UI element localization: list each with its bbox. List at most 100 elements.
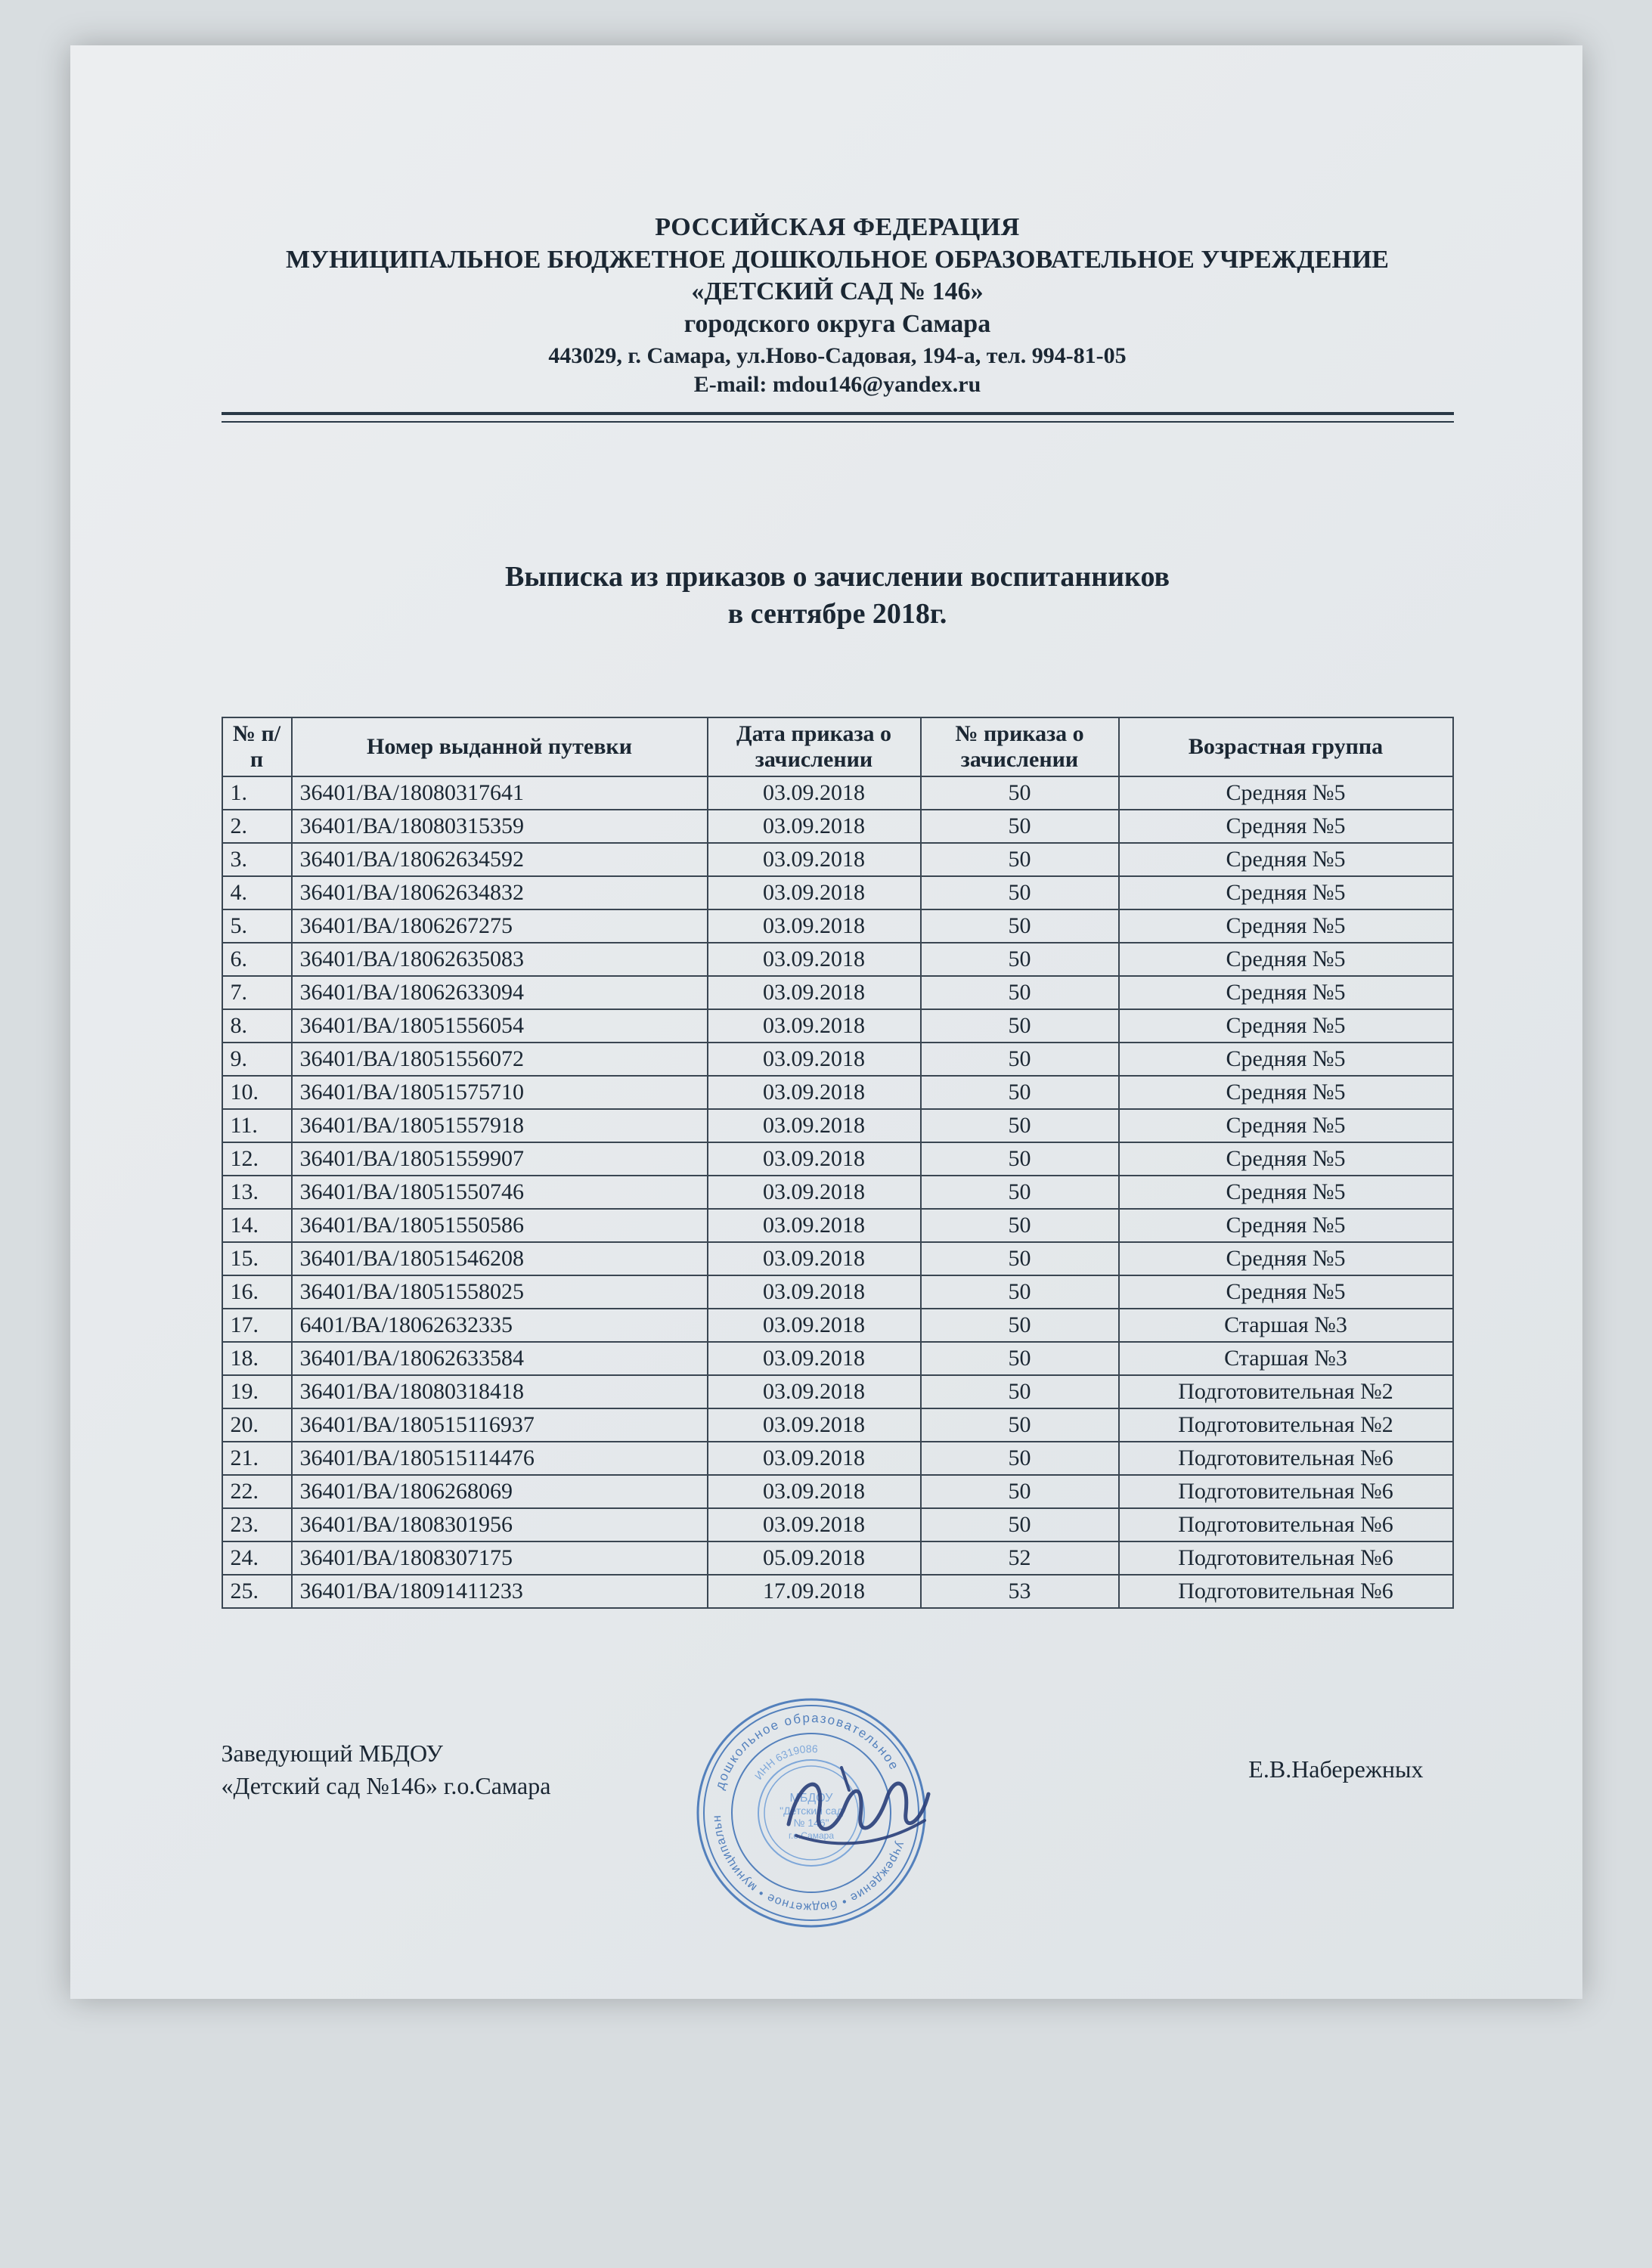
enrollment-table: № п/п Номер выданной путевки Дата приказ… <box>222 717 1454 1609</box>
cell-order: 50 <box>921 909 1119 943</box>
cell-idx: 24. <box>222 1541 292 1575</box>
cell-idx: 1. <box>222 776 292 810</box>
cell-idx: 9. <box>222 1043 292 1076</box>
title-line: в сентябре 2018г. <box>222 596 1454 633</box>
cell-number: 36401/ВА/18062635083 <box>292 943 708 976</box>
cell-date: 03.09.2018 <box>708 1508 921 1541</box>
cell-group: Средняя №5 <box>1119 1009 1453 1043</box>
cell-order: 50 <box>921 1442 1119 1475</box>
cell-date: 03.09.2018 <box>708 1309 921 1342</box>
cell-order: 50 <box>921 1043 1119 1076</box>
cell-order: 50 <box>921 1275 1119 1309</box>
cell-date: 03.09.2018 <box>708 776 921 810</box>
cell-date: 03.09.2018 <box>708 909 921 943</box>
cell-group: Средняя №5 <box>1119 1209 1453 1242</box>
cell-order: 50 <box>921 1142 1119 1176</box>
cell-idx: 23. <box>222 1508 292 1541</box>
cell-number: 36401/ВА/18062633094 <box>292 976 708 1009</box>
cell-group: Подготовительная №6 <box>1119 1541 1453 1575</box>
title-line: Выписка из приказов о зачислении воспита… <box>222 559 1454 596</box>
cell-idx: 19. <box>222 1375 292 1408</box>
cell-number: 36401/ВА/18080315359 <box>292 810 708 843</box>
cell-group: Старшая №3 <box>1119 1309 1453 1342</box>
cell-date: 03.09.2018 <box>708 1009 921 1043</box>
cell-group: Старшая №3 <box>1119 1342 1453 1375</box>
table-row: 15.36401/ВА/1805154620803.09.201850Средн… <box>222 1242 1453 1275</box>
cell-idx: 16. <box>222 1275 292 1309</box>
table-row: 2.36401/ВА/1808031535903.09.201850Средня… <box>222 810 1453 843</box>
signer-name: Е.В.Набережных <box>1248 1755 1453 1783</box>
table-row: 17.6401/ВА/1806263233503.09.201850Старша… <box>222 1309 1453 1342</box>
cell-order: 50 <box>921 1076 1119 1109</box>
cell-number: 36401/ВА/180515114476 <box>292 1442 708 1475</box>
cell-idx: 4. <box>222 876 292 909</box>
cell-date: 03.09.2018 <box>708 843 921 876</box>
cell-idx: 13. <box>222 1176 292 1209</box>
document-title: Выписка из приказов о зачислении воспита… <box>222 559 1454 634</box>
cell-order: 50 <box>921 1508 1119 1541</box>
cell-number: 36401/ВА/18051575710 <box>292 1076 708 1109</box>
cell-idx: 20. <box>222 1408 292 1442</box>
cell-idx: 8. <box>222 1009 292 1043</box>
table-row: 20.36401/ВА/18051511693703.09.201850Подг… <box>222 1408 1453 1442</box>
cell-idx: 25. <box>222 1575 292 1608</box>
cell-number: 36401/ВА/18051550746 <box>292 1176 708 1209</box>
cell-number: 36401/ВА/18051550586 <box>292 1209 708 1242</box>
cell-idx: 10. <box>222 1076 292 1109</box>
cell-idx: 3. <box>222 843 292 876</box>
letterhead-address: 443029, г. Самара, ул.Ново-Садовая, 194-… <box>222 342 1454 370</box>
cell-group: Подготовительная №6 <box>1119 1508 1453 1541</box>
cell-order: 52 <box>921 1541 1119 1575</box>
cell-number: 36401/ВА/18051546208 <box>292 1242 708 1275</box>
letterhead-line: МУНИЦИПАЛЬНОЕ БЮДЖЕТНОЕ ДОШКОЛЬНОЕ ОБРАЗ… <box>222 244 1454 277</box>
cell-group: Средняя №5 <box>1119 810 1453 843</box>
table-row: 24.36401/ВА/180830717505.09.201852Подгот… <box>222 1541 1453 1575</box>
cell-number: 36401/ВА/18091411233 <box>292 1575 708 1608</box>
cell-idx: 7. <box>222 976 292 1009</box>
table-row: 14.36401/ВА/1805155058603.09.201850Средн… <box>222 1209 1453 1242</box>
cell-number: 36401/ВА/18051556054 <box>292 1009 708 1043</box>
col-idx: № п/п <box>222 717 292 776</box>
table-row: 1.36401/ВА/1808031764103.09.201850Средня… <box>222 776 1453 810</box>
table-header: № п/п Номер выданной путевки Дата приказ… <box>222 717 1453 776</box>
cell-idx: 11. <box>222 1109 292 1142</box>
cell-date: 03.09.2018 <box>708 1342 921 1375</box>
cell-group: Средняя №5 <box>1119 1176 1453 1209</box>
cell-date: 03.09.2018 <box>708 1275 921 1309</box>
table-row: 8.36401/ВА/1805155605403.09.201850Средня… <box>222 1009 1453 1043</box>
cell-number: 6401/ВА/18062632335 <box>292 1309 708 1342</box>
cell-idx: 12. <box>222 1142 292 1176</box>
table-row: 6.36401/ВА/1806263508303.09.201850Средня… <box>222 943 1453 976</box>
cell-date: 03.09.2018 <box>708 1475 921 1508</box>
cell-date: 03.09.2018 <box>708 976 921 1009</box>
cell-date: 03.09.2018 <box>708 1076 921 1109</box>
cell-group: Подготовительная №2 <box>1119 1408 1453 1442</box>
signature-block: Заведующий МБДОУ «Детский сад №146» г.о.… <box>222 1737 1454 1802</box>
cell-number: 36401/ВА/18051557918 <box>292 1109 708 1142</box>
cell-group: Подготовительная №2 <box>1119 1375 1453 1408</box>
table-row: 4.36401/ВА/1806263483203.09.201850Средня… <box>222 876 1453 909</box>
position-line: Заведующий МБДОУ <box>222 1737 551 1770</box>
table-row: 12.36401/ВА/1805155990703.09.201850Средн… <box>222 1142 1453 1176</box>
document-page: РОССИЙСКАЯ ФЕДЕРАЦИЯ МУНИЦИПАЛЬНОЕ БЮДЖЕ… <box>70 45 1582 1999</box>
cell-order: 50 <box>921 943 1119 976</box>
letterhead-divider <box>222 412 1454 423</box>
table-row: 19.36401/ВА/1808031841803.09.201850Подго… <box>222 1375 1453 1408</box>
cell-idx: 15. <box>222 1242 292 1275</box>
cell-group: Средняя №5 <box>1119 1142 1453 1176</box>
col-group: Возрастная группа <box>1119 717 1453 776</box>
col-number: Номер выданной путевки <box>292 717 708 776</box>
letterhead-line: «ДЕТСКИЙ САД № 146» <box>222 276 1454 308</box>
cell-date: 03.09.2018 <box>708 1242 921 1275</box>
cell-idx: 5. <box>222 909 292 943</box>
col-date: Дата приказа о зачислении <box>708 717 921 776</box>
cell-order: 50 <box>921 1242 1119 1275</box>
cell-order: 50 <box>921 876 1119 909</box>
table-row: 23.36401/ВА/180830195603.09.201850Подгот… <box>222 1508 1453 1541</box>
cell-order: 50 <box>921 1309 1119 1342</box>
cell-date: 17.09.2018 <box>708 1575 921 1608</box>
cell-order: 50 <box>921 1176 1119 1209</box>
cell-number: 36401/ВА/180515116937 <box>292 1408 708 1442</box>
table-row: 18.36401/ВА/1806263358403.09.201850Старш… <box>222 1342 1453 1375</box>
cell-group: Подготовительная №6 <box>1119 1575 1453 1608</box>
